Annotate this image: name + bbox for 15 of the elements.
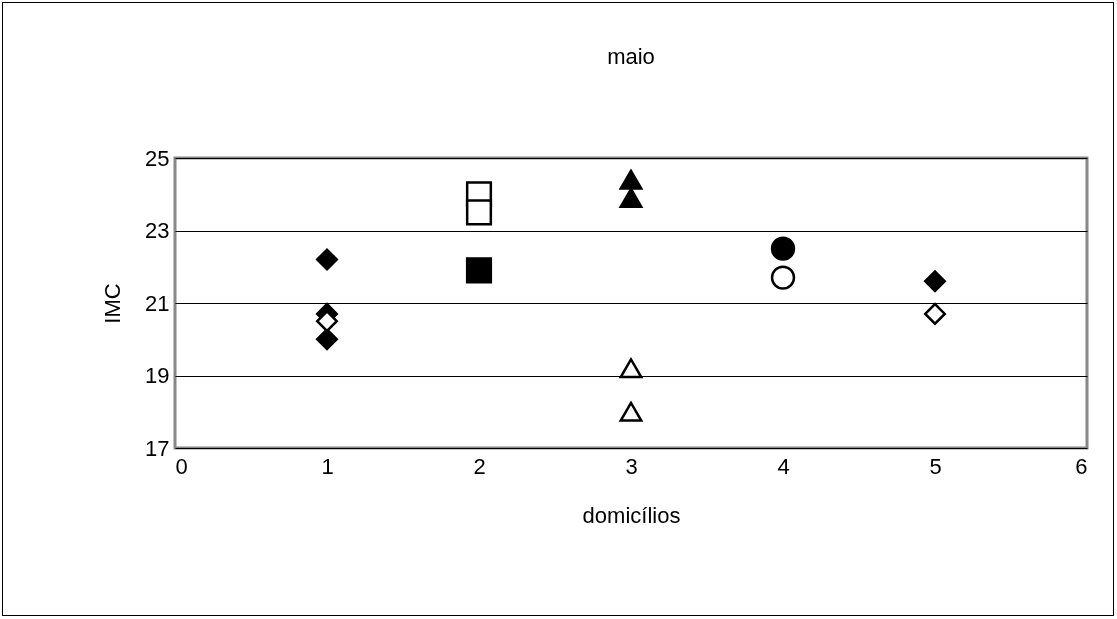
y-tick-label: 23 [145, 218, 170, 243]
y-tick-label: 21 [145, 290, 170, 316]
x-tick-label: 2 [473, 453, 486, 479]
chart-title: maio [607, 44, 655, 69]
x-tick-label: 5 [929, 453, 942, 479]
x-tick-label: 0 [175, 453, 188, 479]
y-tick-label: 25 [145, 145, 170, 171]
y-tick-label: 19 [145, 363, 170, 388]
x-tick-label: 6 [1075, 453, 1088, 479]
x-tick-label: 4 [777, 453, 790, 479]
x-axis-title: domicílios [582, 502, 681, 528]
x-tick-label: 3 [625, 453, 638, 479]
x-tick-label: 1 [321, 453, 334, 479]
y-axis-title: IMC [100, 283, 126, 324]
y-tick-label: 17 [145, 435, 170, 461]
